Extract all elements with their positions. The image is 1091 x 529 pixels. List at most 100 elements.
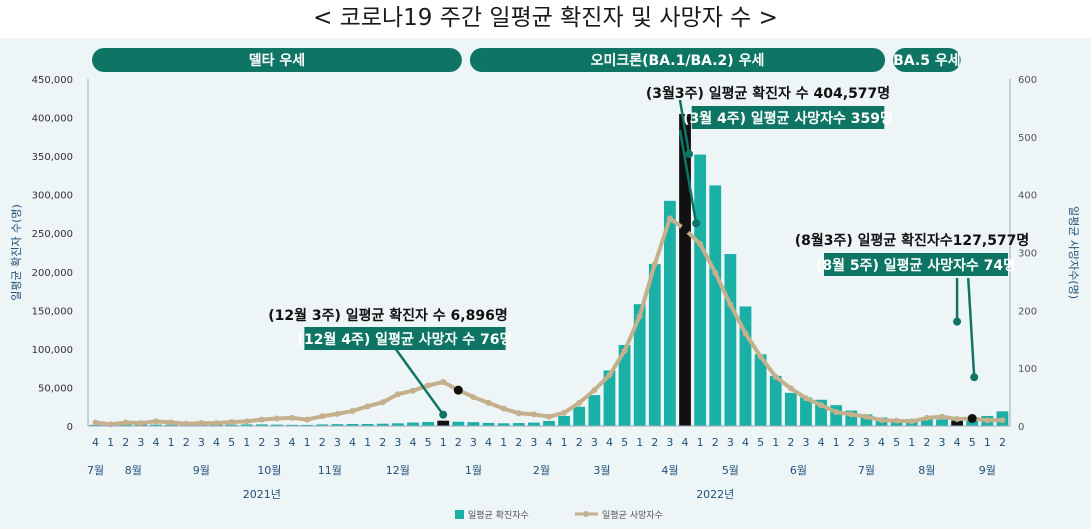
month-label: 9월 [979, 464, 996, 477]
case-bar [709, 185, 722, 426]
death-point [651, 261, 658, 268]
right-tick-label: 300 [1018, 249, 1037, 260]
death-point [440, 379, 447, 386]
legend-swatch-bar [455, 510, 464, 519]
case-bar [422, 421, 434, 426]
death-point [243, 418, 250, 425]
death-point [954, 416, 961, 423]
case-bar [361, 423, 374, 426]
case-bar [754, 354, 767, 426]
month-label: 4월 [661, 464, 678, 477]
week-tick: 1 [107, 436, 114, 449]
case-bar [558, 415, 571, 426]
case-bar [920, 418, 933, 426]
case-bar [331, 424, 344, 426]
death-point [878, 417, 885, 424]
death-point [92, 419, 99, 426]
month-label: 7월 [858, 464, 875, 477]
left-tick-label: 0 [67, 422, 73, 433]
death-point [818, 402, 825, 409]
annotation-arrow-head-0-0 [439, 410, 448, 419]
death-point [453, 385, 463, 395]
left-axis-title: 일평균 확진자 수(명) [9, 204, 23, 301]
death-point [379, 399, 386, 406]
band-label-2: BA.5 우세 [893, 53, 960, 69]
band-label-1: 오미크론(BA.1/BA.2) 우세 [591, 53, 765, 69]
death-point [727, 301, 734, 308]
case-bar [240, 424, 253, 426]
case-bar [800, 397, 812, 426]
death-line [92, 215, 1006, 428]
case-bar [482, 422, 495, 426]
axes: 450,000400,000350,000300,000250,000200,0… [9, 75, 1081, 501]
annotation-arrow-head-1-0 [685, 150, 694, 159]
death-point [923, 414, 930, 421]
death-point [213, 420, 220, 427]
right-tick-label: 500 [1018, 133, 1037, 144]
annotation-arrow-2-1 [966, 277, 976, 378]
band-2 [893, 48, 961, 72]
month-label: 1월 [465, 464, 482, 477]
week-tick: 5 [757, 436, 764, 449]
week-tick: 4 [485, 436, 492, 449]
left-tick-label: 300,000 [32, 191, 73, 202]
death-point [470, 394, 477, 401]
year-label: 2021년 [243, 488, 281, 501]
right-tick-label: 600 [1018, 75, 1037, 86]
week-tick: 4 [92, 436, 99, 449]
case-bar [376, 423, 389, 426]
death-point [515, 410, 522, 417]
death-point [772, 373, 779, 380]
death-point [621, 347, 628, 354]
chart-svg: 델타 우세 오미크론(BA.1/BA.2) 우세 BA.5 우세 450,00040… [9, 48, 1081, 521]
death-point [425, 382, 432, 389]
annotation-line1-1: (3월3주) 일평균 확진자 수 404,577명 [646, 85, 890, 102]
case-bar [679, 114, 691, 426]
case-bar [724, 254, 737, 426]
case-bar [437, 420, 450, 426]
month-label: 10월 [257, 464, 281, 477]
case-bar [694, 154, 707, 426]
band-0 [92, 48, 462, 72]
annotation-line1-0: (12월 3주) 일평균 확진자 수 6,896명 [268, 307, 507, 324]
week-tick: 4 [546, 436, 553, 449]
week-tick: 2 [651, 436, 658, 449]
case-bar [769, 375, 782, 426]
death-point [742, 330, 749, 337]
death-point [591, 387, 598, 394]
case-bar [255, 424, 268, 426]
case-bar [739, 306, 752, 426]
annotation-arrow-0-0 [393, 347, 445, 416]
annotation-box-0 [304, 327, 506, 350]
band-label-0: 델타 우세 [249, 53, 305, 69]
week-tick: 1 [243, 436, 250, 449]
case-bar [603, 370, 616, 426]
week-tick: 3 [273, 436, 280, 449]
legend-swatch-dot [583, 511, 589, 517]
death-point [394, 391, 401, 398]
case-bar [618, 345, 631, 426]
week-tick: 4 [818, 436, 825, 449]
annotation-line2-0: (12월 4주) 일평균 사망자 수 76명 [298, 331, 513, 348]
week-tick: 1 [440, 436, 447, 449]
band-1 [469, 48, 886, 72]
week-tick: 2 [787, 436, 794, 449]
case-bar [346, 423, 359, 426]
death-point [802, 395, 809, 402]
annotation-arrow-1-0 [678, 99, 691, 155]
death-point [908, 418, 915, 425]
legend: 일평균 확진자수 일평균 사망자수 [455, 509, 663, 521]
annotation-line2-2: (8월 5주) 일평균 사망자수 74명 [816, 257, 1016, 274]
week-tick: 1 [697, 436, 704, 449]
week-tick: 2 [183, 436, 190, 449]
case-bar [271, 424, 283, 426]
death-point [848, 411, 855, 418]
death-point [833, 409, 840, 416]
death-point [137, 420, 144, 427]
death-point [546, 413, 552, 420]
death-point [863, 413, 870, 420]
death-line-path [95, 216, 1003, 427]
week-tick: 3 [137, 436, 144, 449]
case-bar [815, 399, 827, 426]
week-tick: 1 [500, 436, 507, 449]
